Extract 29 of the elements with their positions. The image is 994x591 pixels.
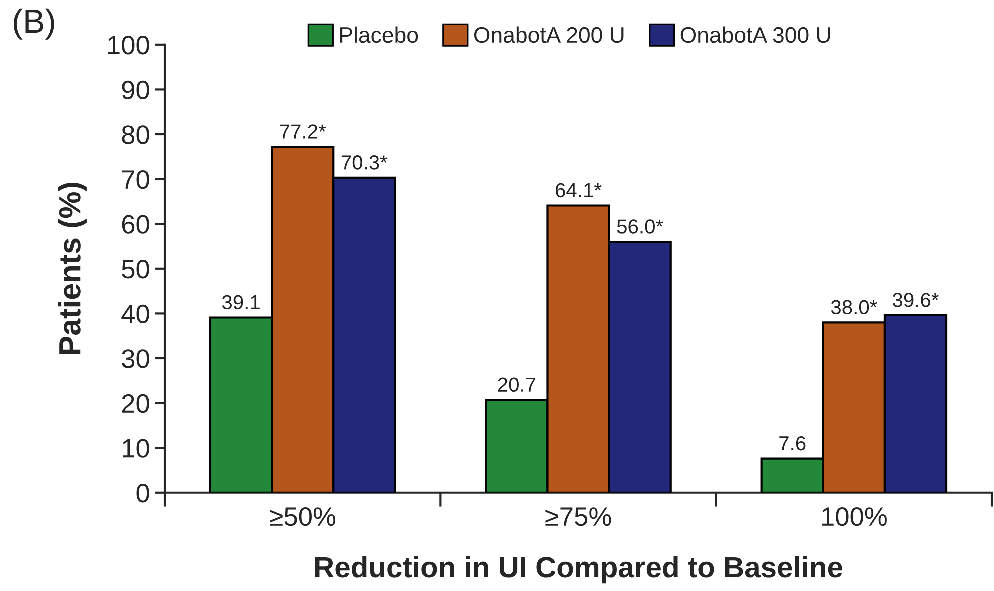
y-tick-label: 60: [122, 215, 150, 234]
y-tick-label: 30: [122, 350, 150, 368]
y-tick-label: 50: [122, 260, 150, 279]
x-axis-title: Reduction in UI Compared to Baseline: [316, 556, 842, 584]
y-tick-label: 70: [122, 170, 150, 190]
data-label: 39.1: [222, 295, 260, 310]
x-tick-label: 100%: [822, 507, 887, 526]
data-label: 70.3*: [342, 156, 388, 170]
legend-label: OnabotA 300 U: [680, 26, 830, 44]
data-label: 20.7: [498, 378, 536, 392]
y-tick-label: 0: [136, 484, 150, 503]
data-label: 39.6*: [892, 293, 939, 308]
legend-label: OnabotA 200 U: [474, 26, 624, 44]
data-label: 56.0*: [617, 220, 664, 234]
y-tick-label: 20: [122, 394, 150, 414]
y-tick-label: 100: [108, 36, 150, 55]
data-label: 77.2*: [280, 124, 326, 139]
y-axis-title: Patients (%): [58, 182, 87, 354]
y-tick-label: 40: [122, 304, 150, 324]
x-tick-label: ≥50%: [270, 507, 336, 526]
data-label: 7.6: [780, 436, 806, 451]
text: (B): [14, 8, 54, 40]
y-tick-label: 80: [122, 126, 150, 144]
y-tick-label: 10: [123, 439, 150, 458]
x-tick-label: ≥75%: [546, 508, 612, 526]
data-label: 64.1*: [556, 183, 602, 198]
legend-label: Placebo: [340, 26, 418, 44]
data-label: 38.0*: [831, 300, 878, 315]
y-tick-label: 90: [122, 80, 150, 100]
